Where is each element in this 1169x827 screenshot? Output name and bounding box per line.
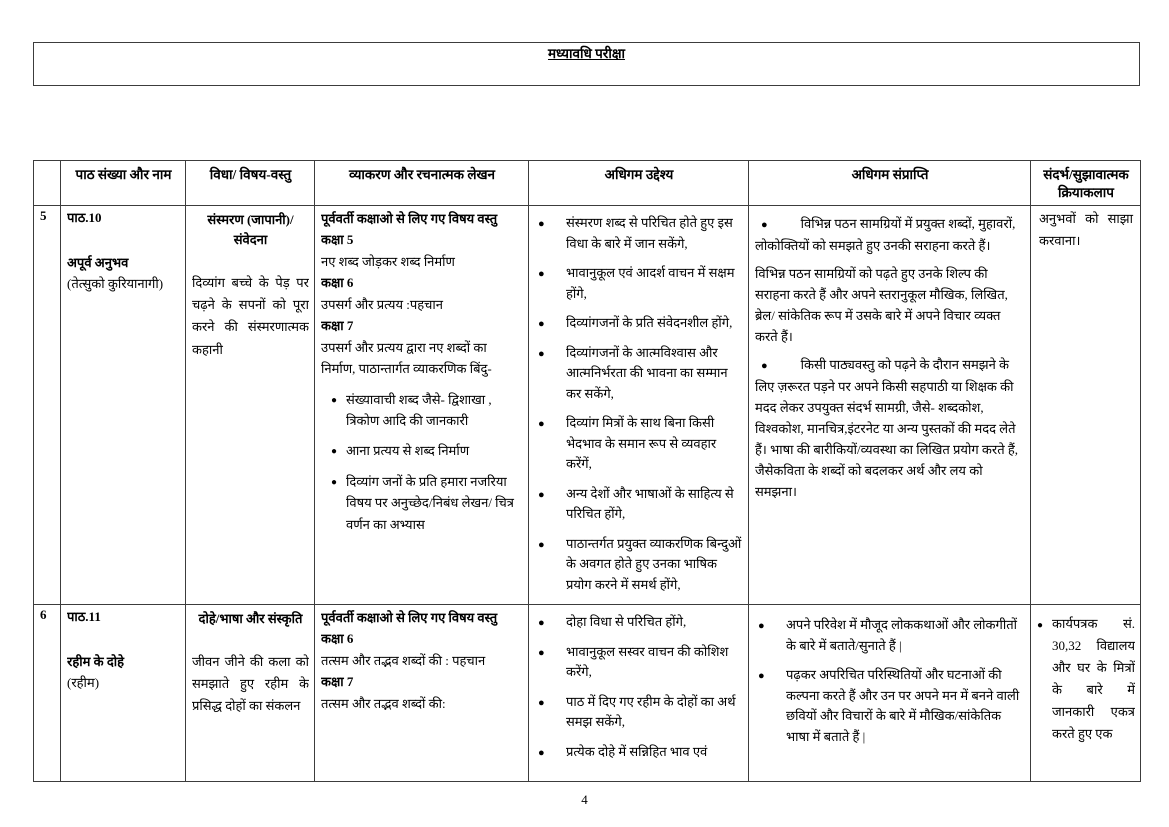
outcome-paragraph: ● किसी पाठ्यवस्तु को पढ़ने के दौरान समझने…	[755, 357, 1019, 500]
bullet-icon: ●	[761, 360, 768, 373]
row-number-cell: 6	[33, 604, 61, 782]
col-header-genre: विधा/ विषय-वस्तु	[185, 160, 315, 206]
activity-text: अनुभवों को साझा करवाना।	[1039, 211, 1133, 249]
genre-heading: दोहे/भाषा और संस्कृति	[198, 611, 303, 626]
col-header-objectives: अधिगम उद्देश्य	[528, 160, 749, 206]
bullet-icon: ●	[538, 617, 545, 629]
col-header-activities: संदर्भ/सुझावात्मक क्रियाकलाप	[1030, 160, 1141, 206]
bullet-icon: ●	[538, 318, 545, 331]
bullet-icon: ●	[538, 488, 545, 501]
bullet-icon: ●	[538, 347, 545, 360]
objective-item: ● भावानुकूल एवं आदर्श वाचन में सक्षम हों…	[535, 263, 743, 304]
objective-item: ● अन्य देशों और भाषाओं के साहित्य से परि…	[535, 484, 743, 525]
col-header-grammar: व्याकरण और रचनात्मक लेखन	[314, 160, 529, 206]
objective-item: ● प्रत्येक दोहे में सन्निहित भाव एवं	[535, 742, 743, 763]
objectives-cell: ● संस्मरण शब्द से परिचित होते हुए इस विध…	[528, 205, 749, 605]
outcome-item: ● अपने परिवेश में मौजूद लोककथाओं और लोकग…	[755, 615, 1025, 656]
row-number-cell: 5	[33, 205, 61, 605]
genre-cell: दोहे/भाषा और संस्कृति जीवन जीने की कला क…	[185, 604, 315, 782]
bullet-icon: ●	[331, 476, 338, 488]
grammar-bullet: ● संख्यावाची शब्द जैसे- द्विशाखा , त्रिक…	[321, 389, 523, 432]
lesson-author: (रहीम)	[67, 674, 100, 690]
grammar-cell: पूर्ववर्ती कक्षाओ से लिए गए विषय वस्तु क…	[314, 604, 529, 782]
exam-title-box: मध्यावधि परीक्षा	[33, 42, 1140, 86]
genre-description: दिव्यांग बच्चे के पेड़ पर चढ़ने के सपनों…	[192, 275, 309, 357]
page-number: 4	[581, 792, 588, 807]
outcomes-cell: ● अपने परिवेश में मौजूद लोककथाओं और लोकग…	[748, 604, 1031, 782]
objective-item: ● पाठ में दिए गए रहीम के दोहों का अर्थ स…	[535, 692, 743, 733]
bullet-icon: ●	[538, 696, 545, 709]
lesson-code: पाठ.10	[67, 210, 102, 225]
lesson-cell: पाठ.11 रहीम के दोहे (रहीम)	[60, 604, 186, 782]
objective-item: ● पाठान्तर्गत प्रयुक्त व्याकरणिक बिन्दुओ…	[535, 534, 743, 596]
grammar-bullet: ● आना प्रत्यय से शब्द निर्माण	[321, 440, 523, 461]
grammar-bullet: ● दिव्यांग जनों के प्रति हमारा नजरिया वि…	[321, 471, 523, 535]
objective-item: ● दिव्यांगजनों के प्रति संवेदनशील होंगे,	[535, 313, 743, 334]
bullet-icon: ●	[538, 646, 545, 659]
bullet-icon: ●	[758, 670, 765, 683]
objective-item: ● भावानुकूल सस्वर वाचन की कोशिश करेंगे,	[535, 642, 743, 683]
table-row-lesson-10: 5 पाठ.10 अपूर्व अनुभव (तेत्सुको कुरियाना…	[33, 205, 1141, 605]
bullet-icon: ●	[538, 746, 545, 759]
col-header-num	[33, 160, 61, 206]
genre-heading: संस्मरण (जापानी)/ संवेदना	[207, 212, 294, 248]
table-header-row: पाठ संख्या और नाम विधा/ विषय-वस्तु व्याक…	[33, 160, 1141, 206]
lesson-title: रहीम के दोहे	[67, 653, 125, 669]
lesson-cell: पाठ.10 अपूर्व अनुभव (तेत्सुको कुरियानागी…	[60, 205, 186, 605]
outcome-paragraph: विभिन्न पठन सामग्रियों को पढ़ते हुए उनके…	[755, 265, 1008, 344]
bullet-icon: ●	[538, 268, 545, 281]
lesson-code: पाठ.11	[67, 609, 101, 624]
col-header-outcomes: अधिगम संप्राप्ति	[748, 160, 1031, 206]
activities-cell: अनुभवों को साझा करवाना।	[1030, 205, 1141, 605]
outcome-paragraph: ● विभिन्न पठन सामग्रियों में प्रयुक्त शब्…	[755, 216, 1016, 253]
genre-description: जीवन जीने की कला को समझाते हुए रहीम के प…	[192, 654, 309, 714]
objective-item: ● दिव्यांग मित्रों के साथ बिना किसी भेदभ…	[535, 413, 743, 475]
activity-item: ● कार्यपत्रक सं. 30,32 विद्यालय और घर के…	[1037, 613, 1135, 746]
outcome-item: ● पढ़कर अपरिचित परिस्थितियों और घटनाओं क…	[755, 665, 1025, 747]
genre-cell: संस्मरण (जापानी)/ संवेदना दिव्यांग बच्चे…	[185, 205, 315, 605]
outcomes-cell: ● विभिन्न पठन सामग्रियों में प्रयुक्त शब्…	[748, 205, 1031, 605]
bullet-icon: ●	[758, 620, 765, 632]
bullet-icon: ●	[538, 418, 545, 431]
lesson-author: (तेत्सुको कुरियानागी)	[67, 275, 164, 291]
objective-item: ● संस्मरण शब्द से परिचित होते हुए इस विध…	[535, 213, 743, 254]
bullet-icon: ●	[331, 394, 338, 406]
objective-item: ● दोहा विधा से परिचित होंगे,	[535, 612, 743, 633]
objectives-cell: ● दोहा विधा से परिचित होंगे, ● भावानुकूल…	[528, 604, 749, 782]
col-header-lesson: पाठ संख्या और नाम	[60, 160, 186, 206]
bullet-icon: ●	[331, 446, 338, 458]
objective-item: ● दिव्यांगजनों के आत्मविश्वास और आत्मनिर…	[535, 343, 743, 405]
activities-cell: ● कार्यपत्रक सं. 30,32 विद्यालय और घर के…	[1030, 604, 1141, 782]
grammar-cell: पूर्ववर्ती कक्षाओ से लिए गए विषय वस्तु क…	[314, 205, 529, 605]
bullet-icon: ●	[1037, 620, 1044, 631]
curriculum-table: पाठ संख्या और नाम विधा/ विषय-वस्तु व्याक…	[33, 160, 1141, 782]
grammar-heading: पूर्ववर्ती कक्षाओ से लिए गए विषय वस्तु	[321, 211, 498, 226]
bullet-icon: ●	[538, 218, 545, 230]
bullet-icon: ●	[538, 538, 545, 551]
page-title: मध्यावधि परीक्षा	[547, 46, 626, 61]
table-row-lesson-11: 6 पाठ.11 रहीम के दोहे (रहीम) दोहे/भाषा औ…	[33, 604, 1141, 782]
lesson-title: अपूर्व अनुभव	[67, 254, 129, 270]
bullet-icon: ●	[761, 219, 768, 231]
grammar-heading: पूर्ववर्ती कक्षाओ से लिए गए विषय वस्तु	[321, 610, 498, 625]
